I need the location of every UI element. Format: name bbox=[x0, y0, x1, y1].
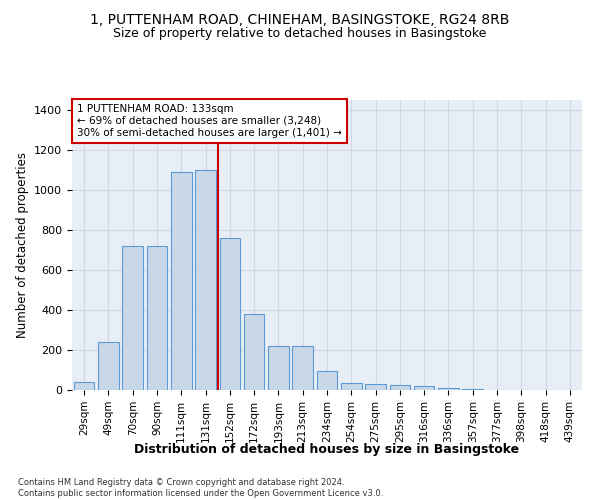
Text: 1, PUTTENHAM ROAD, CHINEHAM, BASINGSTOKE, RG24 8RB: 1, PUTTENHAM ROAD, CHINEHAM, BASINGSTOKE… bbox=[91, 12, 509, 26]
Text: Distribution of detached houses by size in Basingstoke: Distribution of detached houses by size … bbox=[134, 442, 520, 456]
Bar bbox=[341, 383, 362, 390]
Text: 1 PUTTENHAM ROAD: 133sqm
← 69% of detached houses are smaller (3,248)
30% of sem: 1 PUTTENHAM ROAD: 133sqm ← 69% of detach… bbox=[77, 104, 342, 138]
Y-axis label: Number of detached properties: Number of detached properties bbox=[16, 152, 29, 338]
Bar bbox=[414, 386, 434, 390]
Bar bbox=[463, 389, 483, 390]
Bar bbox=[74, 382, 94, 390]
Bar bbox=[122, 246, 143, 390]
Text: Size of property relative to detached houses in Basingstoke: Size of property relative to detached ho… bbox=[113, 28, 487, 40]
Text: Contains HM Land Registry data © Crown copyright and database right 2024.
Contai: Contains HM Land Registry data © Crown c… bbox=[18, 478, 383, 498]
Bar bbox=[268, 346, 289, 390]
Bar bbox=[195, 170, 216, 390]
Bar bbox=[317, 371, 337, 390]
Bar bbox=[171, 172, 191, 390]
Bar bbox=[389, 385, 410, 390]
Bar bbox=[220, 238, 240, 390]
Bar bbox=[244, 314, 265, 390]
Bar bbox=[292, 346, 313, 390]
Bar bbox=[438, 388, 459, 390]
Bar bbox=[365, 384, 386, 390]
Bar bbox=[98, 342, 119, 390]
Bar bbox=[146, 246, 167, 390]
